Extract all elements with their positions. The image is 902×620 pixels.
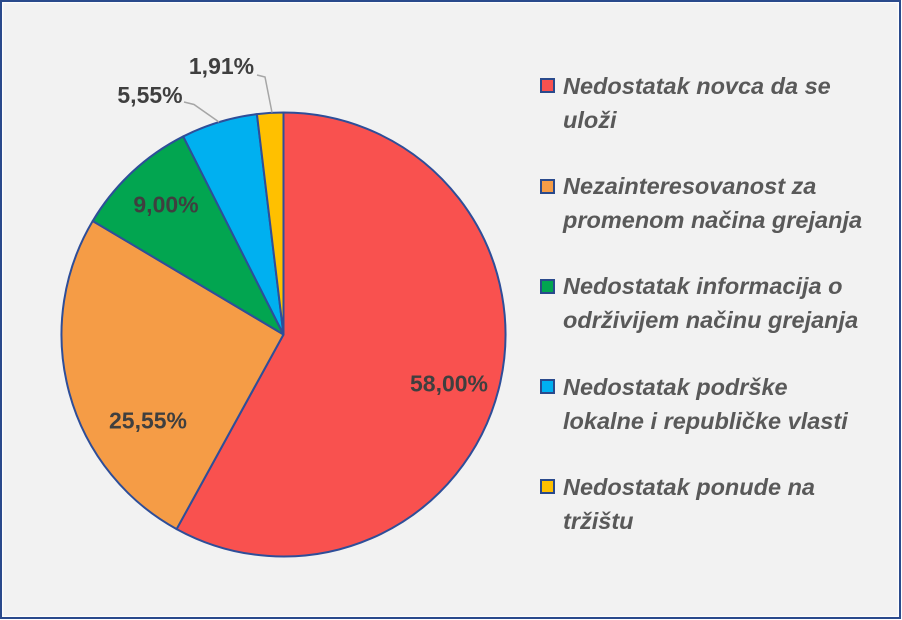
svg-text:5,55%: 5,55% [117,82,182,108]
svg-text:1,91%: 1,91% [189,53,254,79]
svg-text:9,00%: 9,00% [133,192,198,218]
svg-text:25,55%: 25,55% [109,408,187,434]
svg-text:58,00%: 58,00% [410,371,488,397]
